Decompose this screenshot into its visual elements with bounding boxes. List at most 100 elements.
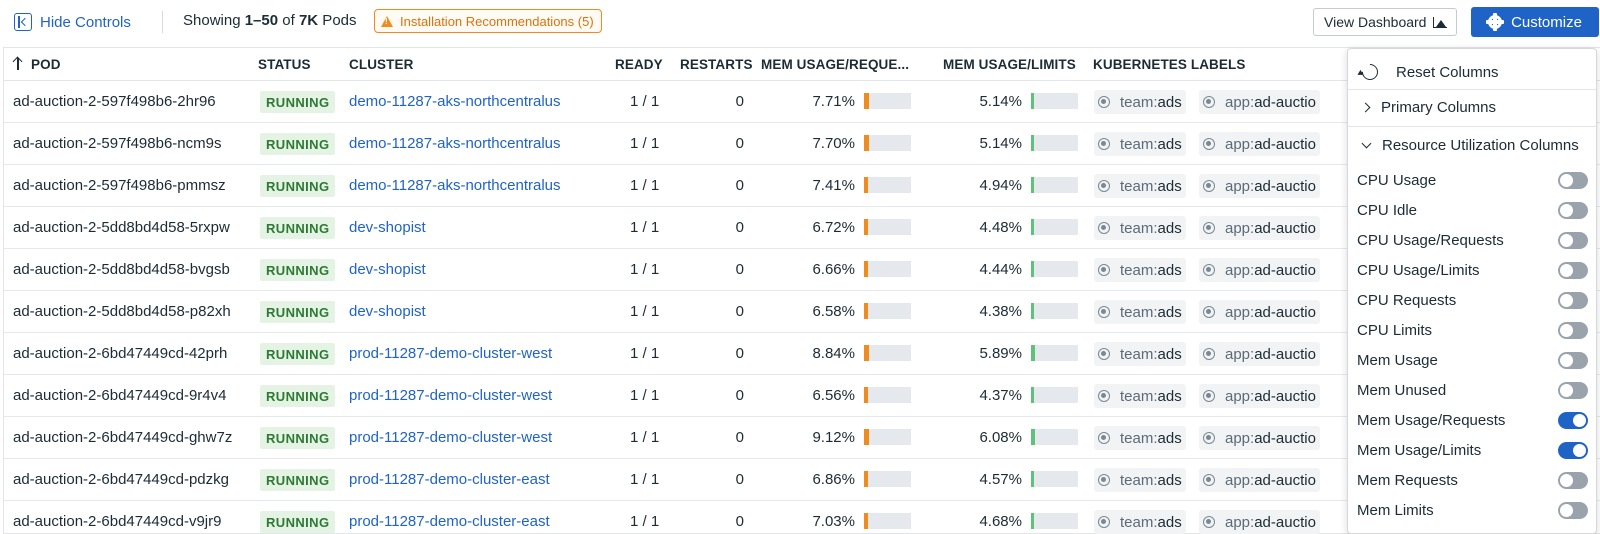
kubernetes-label-chip[interactable]: app: ad-auctio — [1199, 384, 1320, 408]
cluster-link[interactable]: demo-11287-aks-northcentralus — [349, 177, 561, 194]
column-toggle-switch[interactable] — [1558, 471, 1588, 489]
kubernetes-label-chip[interactable]: team: ads — [1094, 216, 1186, 240]
column-header-pod[interactable]: POD — [13, 57, 61, 72]
kubernetes-label-chip[interactable]: app: ad-auctio — [1199, 510, 1320, 534]
column-header-mem-usage-limits[interactable]: MEM USAGE/LIMITS — [943, 57, 1076, 72]
cluster-link[interactable]: demo-11287-aks-northcentralus — [349, 93, 561, 110]
column-toggle-switch[interactable] — [1558, 261, 1588, 279]
kubernetes-label-chip[interactable]: app: ad-auctio — [1199, 342, 1320, 366]
pod-name[interactable]: ad-auction-2-5dd8bd4d58-bvgsb — [13, 261, 230, 278]
column-header-mem-usage-requests[interactable]: MEM USAGE/REQUE... — [761, 57, 910, 72]
restarts-value: 0 — [735, 513, 744, 530]
column-toggle-switch[interactable] — [1558, 171, 1588, 189]
pod-name[interactable]: ad-auction-2-6bd47449cd-ghw7z — [13, 429, 233, 446]
table-row[interactable]: ad-auction-2-597f498b6-ncm9s RUNNING demo-… — [4, 123, 1600, 165]
kubernetes-label-chip[interactable]: app: ad-auctio — [1199, 300, 1320, 324]
table-row[interactable]: ad-auction-2-5dd8bd4d58-p82xh RUNNING dev-… — [4, 291, 1600, 333]
mem-usage-limits-bar — [1031, 513, 1078, 529]
kubernetes-label-chip[interactable]: team: ads — [1094, 426, 1186, 450]
kubernetes-label-chip[interactable]: team: ads — [1094, 384, 1186, 408]
mem-usage-requests-bar — [864, 429, 911, 445]
pod-name[interactable]: ad-auction-2-5dd8bd4d58-p82xh — [13, 303, 231, 320]
kubernetes-label-chip[interactable]: team: ads — [1094, 510, 1186, 534]
table-row[interactable]: ad-auction-2-597f498b6-2hr96 RUNNING demo-… — [4, 81, 1600, 123]
cluster-link[interactable]: prod-11287-demo-cluster-east — [349, 471, 550, 488]
pods-table: POD STATUS CLUSTER READY RESTARTS MEM US… — [3, 47, 1600, 534]
kubernetes-label-chip[interactable]: app: ad-auctio — [1199, 132, 1320, 156]
column-header-restarts[interactable]: RESTARTS — [680, 57, 753, 72]
mem-usage-limits-bar — [1031, 219, 1078, 235]
cluster-link[interactable]: dev-shopist — [349, 219, 426, 236]
column-header-ready[interactable]: READY — [615, 57, 663, 72]
table-row[interactable]: ad-auction-2-6bd47449cd-42prh RUNNING prod… — [4, 333, 1600, 375]
column-toggle-switch[interactable] — [1558, 411, 1588, 429]
column-toggle-switch[interactable] — [1558, 381, 1588, 399]
table-row[interactable]: ad-auction-2-6bd47449cd-v9jr9 RUNNING prod… — [4, 501, 1600, 534]
kubernetes-label-chip[interactable]: team: ads — [1094, 90, 1186, 114]
table-row[interactable]: ad-auction-2-6bd47449cd-ghw7z RUNNING prod… — [4, 417, 1600, 459]
cluster-link[interactable]: prod-11287-demo-cluster-west — [349, 429, 553, 446]
column-header-cluster[interactable]: CLUSTER — [349, 57, 414, 72]
installation-recommendations-button[interactable]: Installation Recommendations (5) — [374, 9, 602, 33]
pod-name[interactable]: ad-auction-2-6bd47449cd-9r4v4 — [13, 387, 227, 404]
kubernetes-label-chip[interactable]: team: ads — [1094, 258, 1186, 282]
reset-columns-button[interactable]: Reset Columns — [1348, 57, 1596, 87]
kubernetes-label-chip[interactable]: app: ad-auctio — [1199, 468, 1320, 492]
cluster-link[interactable]: prod-11287-demo-cluster-east — [349, 513, 550, 530]
cluster-link[interactable]: dev-shopist — [349, 261, 426, 278]
mem-usage-limits-bar — [1031, 429, 1078, 445]
column-toggle-label: Mem Usage — [1357, 351, 1438, 369]
table-row[interactable]: ad-auction-2-6bd47449cd-pdzkg RUNNING prod… — [4, 459, 1600, 501]
label-value: ad-auctio — [1254, 135, 1316, 153]
label-value: ads — [1157, 219, 1182, 237]
label-value: ads — [1157, 387, 1182, 405]
mem-usage-requests-bar-fill — [864, 387, 868, 403]
table-row[interactable]: ad-auction-2-5dd8bd4d58-5rxpw RUNNING dev-… — [4, 207, 1600, 249]
pod-name[interactable]: ad-auction-2-5dd8bd4d58-5rxpw — [13, 219, 230, 236]
kubernetes-label-chip[interactable]: team: ads — [1094, 300, 1186, 324]
pod-name[interactable]: ad-auction-2-597f498b6-ncm9s — [13, 135, 222, 152]
column-toggle-switch[interactable] — [1558, 441, 1588, 459]
status-badge: RUNNING — [260, 91, 336, 113]
kubernetes-label-chip[interactable]: app: ad-auctio — [1199, 90, 1320, 114]
pod-name[interactable]: ad-auction-2-6bd47449cd-v9jr9 — [13, 513, 222, 530]
pod-name[interactable]: ad-auction-2-597f498b6-2hr96 — [13, 93, 216, 110]
column-toggle-switch[interactable] — [1558, 201, 1588, 219]
kubernetes-label-chip[interactable]: team: ads — [1094, 132, 1186, 156]
pod-name[interactable]: ad-auction-2-6bd47449cd-pdzkg — [13, 471, 229, 488]
table-row[interactable]: ad-auction-2-6bd47449cd-9r4v4 RUNNING prod… — [4, 375, 1600, 417]
cluster-link[interactable]: prod-11287-demo-cluster-west — [349, 345, 553, 362]
column-toggle-switch[interactable] — [1558, 321, 1588, 339]
primary-columns-section[interactable]: Primary Columns — [1348, 91, 1596, 124]
mem-usage-requests-bar-fill — [864, 471, 868, 487]
column-toggle-switch[interactable] — [1558, 351, 1588, 369]
pod-name[interactable]: ad-auction-2-597f498b6-pmmsz — [13, 177, 226, 194]
pod-name[interactable]: ad-auction-2-6bd47449cd-42prh — [13, 345, 228, 362]
table-row[interactable]: ad-auction-2-597f498b6-pmmsz RUNNING demo-… — [4, 165, 1600, 207]
customize-button[interactable]: Customize — [1471, 7, 1599, 37]
reset-columns-label: Reset Columns — [1396, 63, 1499, 81]
hide-controls-button[interactable]: Hide Controls — [14, 10, 131, 34]
kubernetes-label-chip[interactable]: app: ad-auctio — [1199, 426, 1320, 450]
kubernetes-label-chip[interactable]: app: ad-auctio — [1199, 174, 1320, 198]
cluster-link[interactable]: prod-11287-demo-cluster-west — [349, 387, 553, 404]
cluster-link[interactable]: demo-11287-aks-northcentralus — [349, 135, 561, 152]
resource-utilization-section[interactable]: Resource Utilization Columns — [1348, 129, 1596, 162]
kubernetes-label-chip[interactable]: app: ad-auctio — [1199, 216, 1320, 240]
column-header-status[interactable]: STATUS — [258, 57, 311, 72]
column-toggle-switch[interactable] — [1558, 231, 1588, 249]
label-key: team: — [1120, 513, 1158, 531]
view-dashboard-button[interactable]: View Dashboard — [1313, 8, 1458, 36]
column-toggle-switch[interactable] — [1558, 291, 1588, 309]
panel-divider — [1348, 89, 1596, 90]
cluster-link[interactable]: dev-shopist — [349, 303, 426, 320]
mem-usage-limits-value: 4.57% — [979, 471, 1022, 488]
kubernetes-label-chip[interactable]: team: ads — [1094, 468, 1186, 492]
restarts-value: 0 — [735, 177, 744, 194]
column-header-kubernetes-labels[interactable]: KUBERNETES LABELS — [1093, 57, 1246, 72]
kubernetes-label-chip[interactable]: team: ads — [1094, 342, 1186, 366]
column-toggle-switch[interactable] — [1558, 501, 1588, 519]
kubernetes-label-chip[interactable]: team: ads — [1094, 174, 1186, 198]
table-row[interactable]: ad-auction-2-5dd8bd4d58-bvgsb RUNNING dev-… — [4, 249, 1600, 291]
kubernetes-label-chip[interactable]: app: ad-auctio — [1199, 258, 1320, 282]
